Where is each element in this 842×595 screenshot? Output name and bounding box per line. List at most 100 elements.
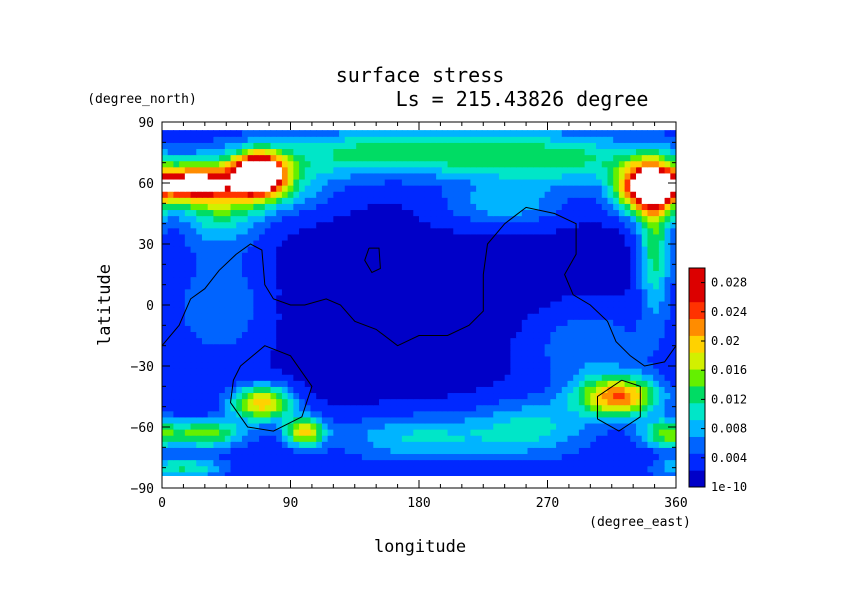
heatmap-cell	[521, 172, 529, 180]
heatmap-cell	[270, 398, 277, 406]
heatmap-cell	[219, 416, 226, 424]
heatmap-cell	[590, 166, 597, 174]
heatmap-cell	[613, 441, 620, 448]
heatmap-cell	[590, 355, 597, 363]
heatmap-cell	[573, 148, 580, 156]
heatmap-cell	[504, 355, 511, 363]
heatmap-cell	[424, 410, 432, 418]
heatmap-cell	[601, 471, 609, 476]
heatmap-cell	[396, 349, 403, 357]
heatmap-cell	[647, 435, 654, 442]
heatmap-cell	[241, 435, 249, 442]
heatmap-cell	[481, 307, 489, 314]
heatmap-cell	[550, 288, 557, 296]
heatmap-cell	[493, 319, 500, 326]
heatmap-cell	[441, 172, 449, 180]
heatmap-cell	[550, 398, 557, 406]
heatmap-cell	[247, 136, 254, 143]
heatmap-cell	[207, 136, 214, 143]
heatmap-cell	[584, 148, 591, 156]
heatmap-cell	[196, 313, 203, 320]
heatmap-cell	[607, 471, 614, 476]
heatmap-cell	[316, 368, 323, 375]
heatmap-cell	[561, 227, 569, 235]
heatmap-cell	[407, 197, 414, 204]
heatmap-cell	[162, 166, 169, 174]
heatmap-cell	[253, 368, 260, 375]
heatmap-cell	[281, 288, 289, 296]
heatmap-cell	[436, 239, 443, 247]
heatmap-cell	[464, 300, 471, 308]
heatmap-cell	[458, 307, 466, 314]
heatmap-cell	[641, 453, 649, 461]
heatmap-cell	[664, 441, 671, 448]
heatmap-cell	[327, 416, 334, 424]
heatmap-cell	[390, 239, 397, 247]
heatmap-cell	[413, 307, 420, 314]
heatmap-cell	[476, 416, 483, 424]
heatmap-cell	[270, 300, 277, 308]
heatmap-cell	[293, 380, 300, 387]
heatmap-cell	[201, 166, 209, 174]
heatmap-cell	[224, 313, 232, 320]
heatmap-cell	[447, 343, 454, 351]
heatmap-cell	[658, 209, 666, 217]
heatmap-cell	[236, 166, 243, 174]
heatmap-cell	[184, 203, 192, 211]
heatmap-cell	[578, 447, 586, 455]
heatmap-cell	[310, 276, 317, 284]
heatmap-cell	[333, 459, 340, 467]
heatmap-cell	[590, 294, 597, 302]
heatmap-cell	[664, 374, 671, 381]
heatmap-cell	[458, 258, 466, 265]
heatmap-cell	[224, 355, 232, 363]
heatmap-cell	[470, 453, 477, 461]
heatmap-cell	[281, 185, 289, 192]
heatmap-cell	[179, 392, 186, 400]
heatmap-cell	[333, 294, 340, 302]
heatmap-cell	[601, 313, 609, 320]
heatmap-cell	[361, 465, 369, 473]
heatmap-cell	[407, 441, 414, 448]
heatmap-cell	[476, 459, 483, 467]
heatmap-cell	[538, 258, 546, 265]
heatmap-cell	[413, 148, 420, 156]
heatmap-cell	[556, 282, 563, 290]
heatmap-cell	[316, 337, 323, 345]
heatmap-cell	[538, 392, 546, 400]
heatmap-cell	[361, 441, 369, 448]
heatmap-cell	[356, 239, 363, 247]
heatmap-cell	[350, 307, 357, 314]
heatmap-cell	[276, 471, 283, 476]
heatmap-cell	[458, 276, 466, 284]
heatmap-cell	[430, 160, 437, 168]
heatmap-cell	[379, 172, 386, 180]
heatmap-cell	[327, 386, 334, 394]
heatmap-cell	[264, 282, 272, 290]
heatmap-cell	[207, 386, 214, 394]
heatmap-cell	[441, 264, 449, 272]
heatmap-cell	[281, 300, 289, 308]
heatmap-cell	[607, 374, 614, 381]
heatmap-cell	[396, 416, 403, 424]
heatmap-cell	[458, 368, 466, 375]
heatmap-cell	[538, 282, 546, 290]
heatmap-cell	[613, 233, 620, 241]
heatmap-cell	[327, 294, 334, 302]
heatmap-cell	[641, 197, 649, 204]
heatmap-cell	[453, 300, 460, 308]
heatmap-cell	[470, 191, 477, 198]
heatmap-cell	[419, 166, 426, 174]
heatmap-cell	[184, 422, 192, 430]
heatmap-cell	[173, 221, 180, 229]
heatmap-cell	[481, 166, 489, 174]
heatmap-cell	[219, 166, 226, 174]
heatmap-cell	[453, 288, 460, 296]
heatmap-cell	[379, 453, 386, 461]
heatmap-cell	[373, 288, 380, 296]
heatmap-cell	[321, 246, 329, 253]
heatmap-cell	[521, 264, 529, 272]
heatmap-cell	[481, 221, 489, 229]
heatmap-cell	[498, 386, 506, 394]
heatmap-cell	[184, 374, 192, 381]
